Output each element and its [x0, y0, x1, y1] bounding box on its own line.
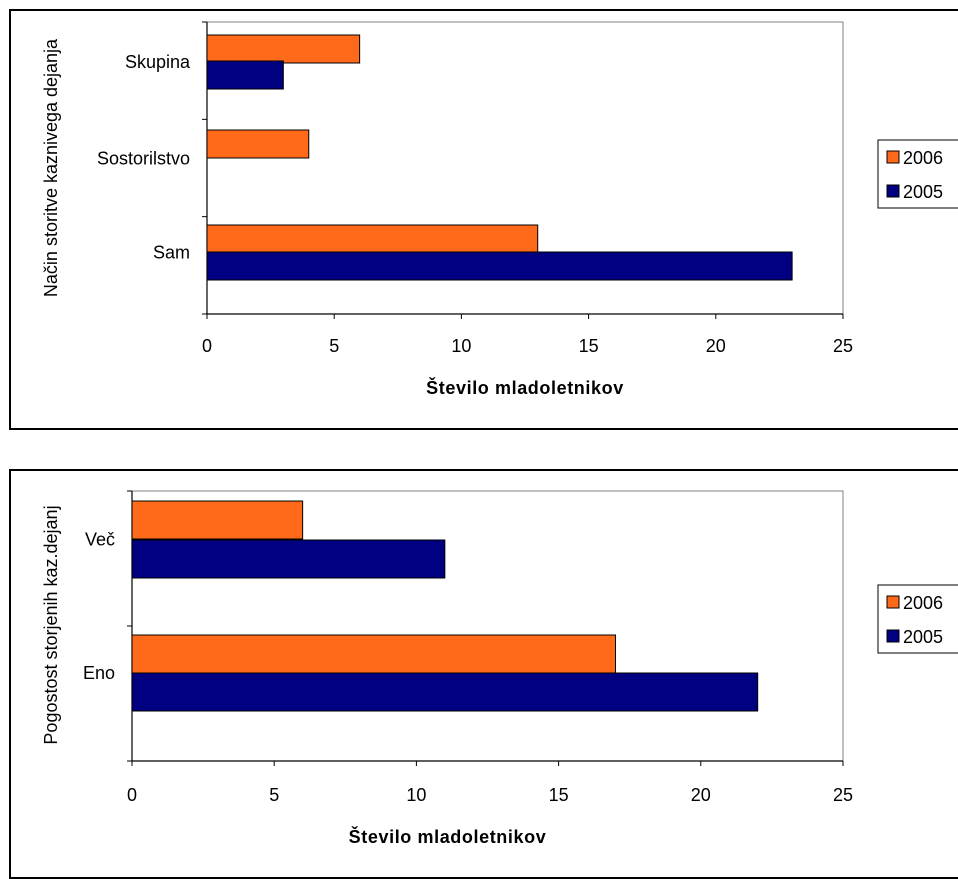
- y-category-label: Skupina: [125, 52, 191, 72]
- y-axis-title: Pogostost storjenih kaz.dejanj: [41, 505, 61, 744]
- x-axis-title: Število mladoletnikov: [349, 826, 547, 847]
- y-category-label: Več: [85, 530, 115, 550]
- bar-2005-eno: [131, 672, 759, 712]
- x-tick-label: 5: [329, 336, 339, 356]
- bar-2006-skupina: [206, 34, 361, 64]
- x-tick-label: 20: [706, 336, 726, 356]
- x-tick-label: 15: [549, 785, 569, 805]
- legend: 2006 2005: [877, 139, 958, 209]
- legend-swatch-2005: [886, 184, 900, 198]
- y-category-label: Sam: [153, 243, 190, 263]
- bar-2005-več: [131, 539, 446, 579]
- legend-swatch-2006: [886, 595, 900, 609]
- x-tick-label: 10: [451, 336, 471, 356]
- x-tick-label: 0: [202, 336, 212, 356]
- chart-panel-nacin-storitve: [9, 9, 958, 430]
- y-category-label: Sostorilstvo: [97, 149, 190, 169]
- bar-2006-sam: [206, 224, 539, 254]
- chart-2: 0 5 10 15 20 25 Več Eno Število mladoletnikov Pog…: [41, 490, 958, 847]
- y-axis-title: Način storitve kaznivega dejanja: [41, 38, 61, 297]
- x-tick-label: 0: [127, 785, 137, 805]
- x-tick-label: 20: [691, 785, 711, 805]
- x-axis-title: Število mladoletnikov: [426, 377, 624, 398]
- x-tick-label: 25: [833, 785, 853, 805]
- legend-label-2005: 2005: [903, 182, 943, 202]
- x-tick-label: 25: [833, 336, 853, 356]
- legend-label-2006: 2006: [903, 593, 943, 613]
- x-tick-label: 10: [406, 785, 426, 805]
- bar-2006-eno: [131, 634, 616, 674]
- chart-1: 0 5 10 15 20 25 Skupina Sostorilstvo Sam Število …: [41, 21, 958, 398]
- legend: 2006 2005: [877, 584, 958, 654]
- legend-swatch-2005: [886, 629, 900, 643]
- bar-2005-skupina: [206, 60, 284, 90]
- legend-label-2005: 2005: [903, 627, 943, 647]
- x-tick-label: 5: [269, 785, 279, 805]
- bar-2006-več: [131, 500, 304, 540]
- y-category-label: Eno: [83, 663, 115, 683]
- bar-2005-sam: [206, 251, 793, 281]
- bar-2006-sostorilstvo: [206, 129, 310, 159]
- legend-swatch-2006: [886, 150, 900, 164]
- x-tick-label: 15: [579, 336, 599, 356]
- legend-label-2006: 2006: [903, 148, 943, 168]
